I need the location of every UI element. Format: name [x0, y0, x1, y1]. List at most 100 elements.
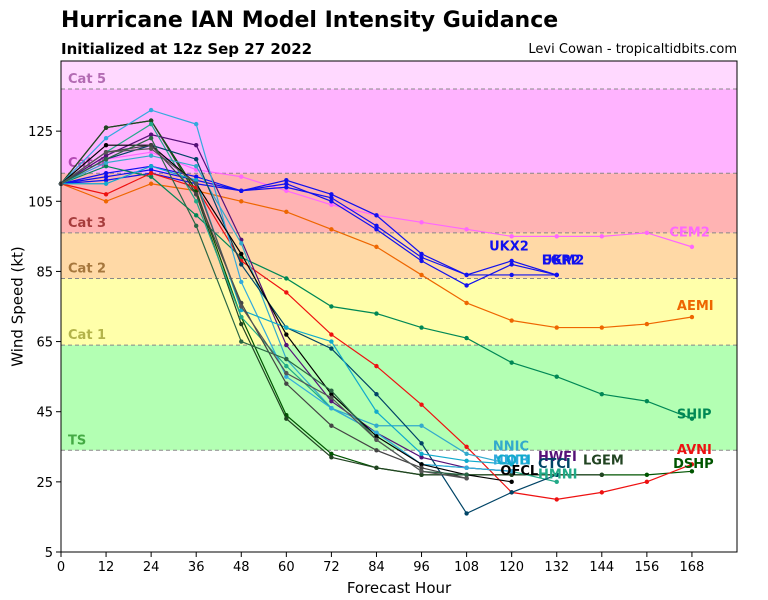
series-point [329, 455, 334, 460]
series-line [60, 169, 557, 276]
x-tick-label: 144 [589, 560, 614, 575]
series-point [464, 227, 469, 232]
series-point [509, 360, 514, 365]
series-point [194, 178, 199, 183]
series-line [60, 165, 557, 276]
series-point [148, 142, 154, 148]
series-label: CEM2 [669, 225, 709, 240]
series-point [689, 416, 695, 421]
category-label: Cat 5 [68, 72, 106, 87]
series-point [374, 423, 379, 428]
series-point [329, 195, 334, 200]
series-point [419, 220, 424, 225]
x-tick-label: 108 [454, 560, 479, 575]
series-point [599, 472, 604, 478]
series-point [509, 462, 514, 467]
series-point [329, 391, 334, 397]
category-label: Cat 3 [68, 216, 106, 231]
series-point [419, 441, 424, 446]
x-tick-label: 60 [278, 560, 295, 575]
series-label: SHIP [677, 408, 712, 423]
series-point [239, 339, 244, 344]
series-point [509, 318, 514, 323]
series-point [419, 258, 424, 264]
series-point [464, 458, 469, 464]
y-tick-label: 85 [36, 265, 53, 280]
series-point [284, 185, 289, 190]
series-point [148, 135, 154, 141]
series-point [689, 462, 695, 467]
x-tick-label: 12 [98, 560, 115, 575]
series-point [103, 142, 109, 148]
series-point [148, 181, 154, 186]
series-point [148, 171, 154, 176]
series-point [194, 223, 199, 229]
series-point [464, 472, 469, 478]
series-point [284, 381, 289, 386]
series-point [148, 164, 154, 169]
y-tick-label: 65 [36, 336, 53, 351]
series-point [419, 451, 424, 456]
series-point [329, 395, 334, 400]
category-bands [61, 61, 737, 451]
x-axis-label: Forecast Hour [347, 579, 452, 597]
category-band [61, 89, 737, 174]
series-point [284, 332, 289, 337]
series-point [374, 227, 379, 232]
category-band [61, 345, 737, 451]
series-point [148, 174, 154, 179]
series-point [103, 164, 109, 169]
series-point [103, 135, 109, 141]
series-point [644, 479, 650, 485]
series-point [194, 213, 199, 218]
series-point [284, 209, 289, 215]
series-label: COTI [497, 453, 531, 468]
series-point [554, 374, 559, 379]
series-point [239, 199, 244, 204]
series-point [103, 153, 109, 158]
series-point [329, 346, 334, 351]
x-tick-label: 36 [188, 560, 205, 575]
series-label: LGEM [583, 453, 624, 468]
series-point [554, 234, 559, 239]
series-point [329, 451, 334, 456]
x-tick-label: 168 [680, 560, 705, 575]
series-point [464, 300, 469, 306]
y-tick-label: 25 [36, 476, 53, 491]
series-point [374, 437, 379, 442]
x-tick-label: 72 [323, 560, 340, 575]
category-band [61, 232, 737, 279]
series-label: OFCL [500, 464, 538, 479]
series-point [329, 423, 334, 428]
series-point [374, 430, 379, 435]
series-point [689, 244, 695, 250]
series-point [103, 160, 109, 165]
series-point [194, 181, 199, 186]
y-axis-label: Wind Speed (kt) [8, 246, 26, 367]
y-tick-label: 105 [28, 195, 53, 210]
series-point [329, 227, 334, 232]
credit-label: Levi Cowan - tropicaltidbits.com [528, 42, 737, 57]
series-point [464, 272, 469, 278]
series-point [239, 262, 244, 267]
category-band [61, 173, 737, 233]
series-point [644, 398, 650, 404]
series-point [148, 146, 154, 151]
series-point [689, 469, 695, 474]
series-point [239, 188, 244, 193]
series-point [599, 325, 604, 330]
series-point [194, 142, 199, 148]
series-point [374, 311, 379, 316]
series-label: AVNI [677, 443, 712, 458]
series-point [419, 465, 424, 471]
category-label: Cat 2 [68, 261, 106, 276]
series-point [148, 118, 154, 123]
x-tick-label: 24 [143, 560, 160, 575]
series-label: NNIC [493, 439, 529, 454]
series-point [689, 314, 695, 320]
series-point [509, 258, 514, 264]
series-line [60, 144, 557, 515]
series-point [239, 304, 244, 309]
series-point [644, 321, 650, 327]
